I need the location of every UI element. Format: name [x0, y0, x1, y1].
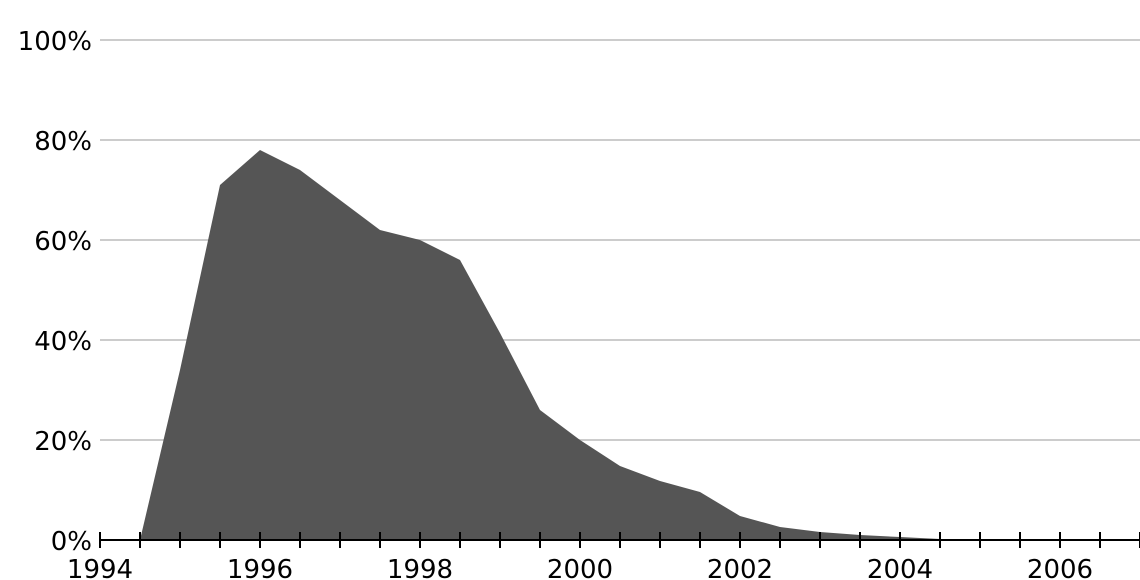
x-tick-label: 1994 — [67, 555, 133, 580]
x-axis — [99, 532, 1140, 548]
y-tick-label: 40% — [34, 327, 92, 357]
x-tick-label: 2002 — [707, 555, 773, 580]
x-tick-label: 1998 — [387, 555, 453, 580]
y-tick-label: 100% — [18, 27, 92, 57]
y-tick-label: 0% — [51, 527, 92, 557]
x-axis-labels: 1994 1996 1998 2000 2002 2004 2006 — [67, 555, 1093, 580]
x-tick-label: 1996 — [227, 555, 293, 580]
x-tick-label: 2000 — [547, 555, 613, 580]
y-tick-label: 20% — [34, 427, 92, 457]
x-tick-label: 2006 — [1027, 555, 1093, 580]
x-tick-label: 2004 — [867, 555, 933, 580]
area-series — [140, 150, 980, 540]
y-tick-label: 80% — [34, 127, 92, 157]
y-axis-labels: 0% 20% 40% 60% 80% 100% — [18, 27, 92, 557]
y-tick-label: 60% — [34, 227, 92, 257]
area-fill — [140, 150, 980, 540]
